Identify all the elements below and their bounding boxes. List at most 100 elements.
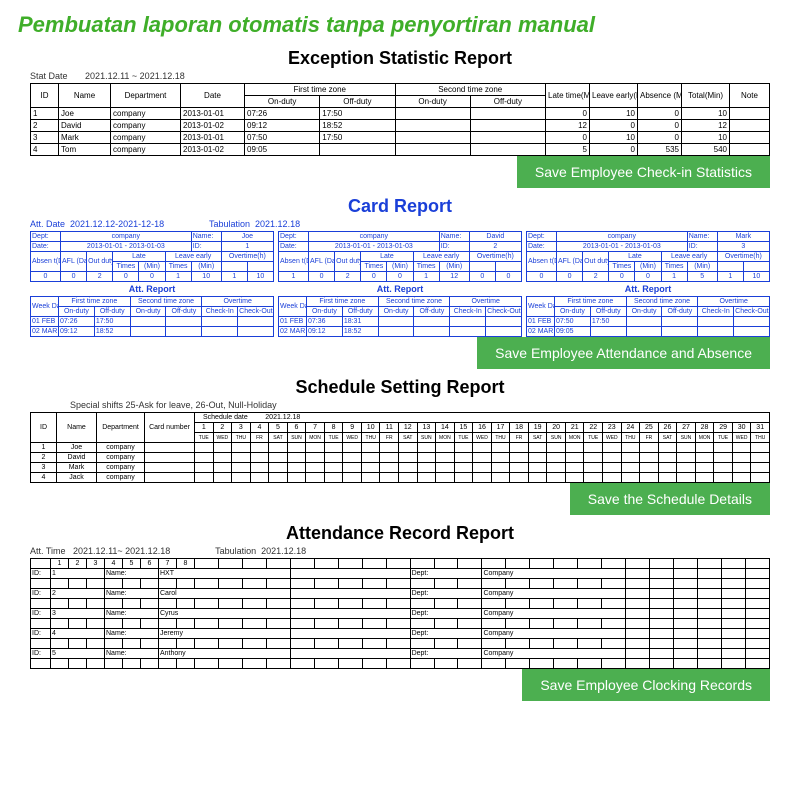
day-col: 9	[343, 423, 362, 433]
schedule-cell	[417, 463, 436, 473]
schedule-cell	[677, 473, 696, 483]
table-cell: 3	[31, 132, 59, 144]
table-cell: 12	[682, 120, 730, 132]
table-cell: 10	[682, 108, 730, 120]
day-col: 4	[250, 423, 269, 433]
col-leave: Leave early(Min)	[590, 84, 638, 108]
schedule-cell	[287, 453, 306, 463]
schedule-cell	[491, 463, 510, 473]
table-cell: company	[97, 443, 145, 453]
schedule-cell	[603, 453, 622, 463]
schedule-cell	[547, 453, 566, 463]
weekday-col: TUE	[584, 433, 603, 443]
table-cell: 0	[638, 108, 682, 120]
att-report-subtitle: Att. Report	[526, 284, 770, 294]
table-cell	[470, 132, 545, 144]
schedule-cell	[306, 473, 325, 483]
schedule-cell	[195, 463, 214, 473]
col-date: Date	[181, 84, 245, 108]
schedule-cell	[473, 473, 492, 483]
table-cell	[470, 120, 545, 132]
r3-card: Card number	[145, 413, 195, 443]
day-col: 1	[195, 423, 214, 433]
attendance-row-header: ID:4Name:JeremyDept:Company	[31, 629, 770, 639]
schedule-cell	[658, 463, 677, 473]
r3-id: ID	[31, 413, 57, 443]
schedule-cell	[695, 463, 714, 473]
schedule-cell	[343, 453, 362, 463]
day-col: 25	[640, 423, 659, 433]
weekday-col: SUN	[547, 433, 566, 443]
schedule-cell	[732, 453, 751, 463]
day-col: 29	[714, 423, 733, 433]
schedule-cell	[528, 463, 547, 473]
schedule-cell	[306, 453, 325, 463]
schedule-cell	[324, 453, 343, 463]
weekday-col: FR	[250, 433, 269, 443]
col-id: ID	[31, 84, 59, 108]
schedule-cell	[491, 443, 510, 453]
col-total: Total(Min)	[682, 84, 730, 108]
day-col: 15	[454, 423, 473, 433]
day-col: 17	[491, 423, 510, 433]
weekday-col: WED	[343, 433, 362, 443]
schedule-cell	[195, 443, 214, 453]
schedule-cell	[677, 463, 696, 473]
schedule-cell	[324, 473, 343, 483]
schedule-cell	[714, 473, 733, 483]
attendance-row-header: ID:5Name:AnthonyDept:Company	[31, 649, 770, 659]
schedule-cell	[547, 463, 566, 473]
schedule-cell	[380, 473, 399, 483]
table-cell	[730, 108, 770, 120]
table-cell: 09:05	[245, 144, 320, 156]
save-schedule-details-button[interactable]: Save the Schedule Details	[570, 483, 770, 515]
schedule-cell	[269, 473, 288, 483]
schedule-cell	[380, 443, 399, 453]
weekday-col: MON	[565, 433, 584, 443]
table-cell: 3	[31, 463, 57, 473]
save-checkin-stats-button[interactable]: Save Employee Check-in Statistics	[517, 156, 770, 188]
exception-statistic-report: Exception Statistic Report Stat Date 202…	[30, 48, 770, 156]
weekday-col: THU	[491, 433, 510, 443]
day-col: 16	[473, 423, 492, 433]
day-col: 22	[584, 423, 603, 433]
schedule-setting-report: Schedule Setting Report Special shifts 2…	[30, 377, 770, 483]
table-cell	[470, 108, 545, 120]
schedule-cell	[287, 463, 306, 473]
schedule-cell	[473, 463, 492, 473]
schedule-cell	[621, 453, 640, 463]
schedule-cell	[399, 443, 418, 453]
day-col: 28	[695, 423, 714, 433]
schedule-cell	[751, 453, 770, 463]
save-attendance-absence-button[interactable]: Save Employee Attendance and Absence	[477, 337, 770, 369]
schedule-cell	[454, 473, 473, 483]
weekday-col: TUE	[195, 433, 214, 443]
day-col: 11	[380, 423, 399, 433]
schedule-cell	[658, 443, 677, 453]
day-col: 8	[324, 423, 343, 433]
table-cell: 0	[638, 120, 682, 132]
table-cell: company	[97, 473, 145, 483]
save-clocking-records-button[interactable]: Save Employee Clocking Records	[522, 669, 770, 701]
r4-att-value: 2021.12.11~ 2021.12.18	[73, 546, 170, 556]
table-cell	[395, 108, 470, 120]
table-cell: 18:52	[320, 120, 395, 132]
schedule-cell	[510, 473, 529, 483]
col-note: Note	[730, 84, 770, 108]
schedule-cell	[250, 443, 269, 453]
schedule-cell	[454, 463, 473, 473]
schedule-cell	[454, 453, 473, 463]
day-col: 18	[510, 423, 529, 433]
table-cell: David	[57, 453, 97, 463]
report3-table: ID Name Department Card number Schedule …	[30, 412, 770, 483]
day-col: 5	[269, 423, 288, 433]
table-cell	[145, 443, 195, 453]
schedule-cell	[361, 443, 380, 453]
attendance-row-data	[31, 579, 770, 589]
day-col: 23	[603, 423, 622, 433]
tab-value: 2021.12.18	[255, 219, 300, 229]
schedule-cell	[473, 453, 492, 463]
schedule-cell	[213, 453, 232, 463]
schedule-cell	[324, 463, 343, 473]
day-col: 6	[287, 423, 306, 433]
